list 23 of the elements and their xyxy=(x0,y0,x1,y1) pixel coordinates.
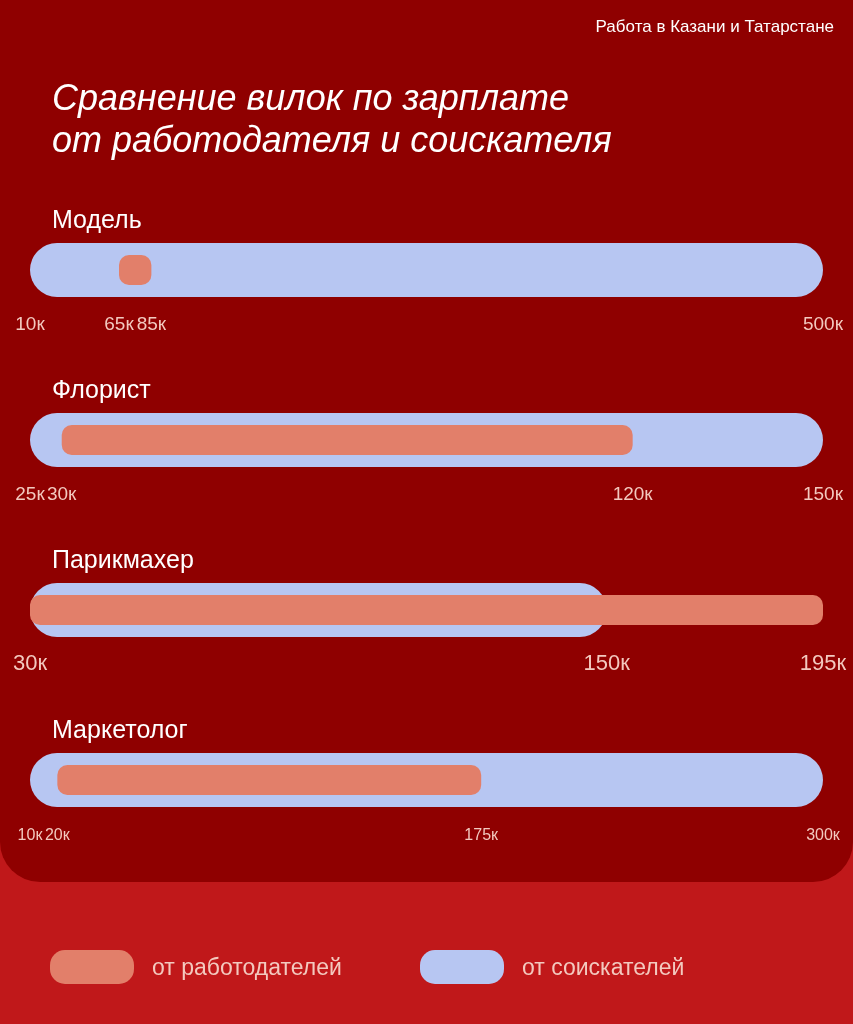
x-tick-label: 500к xyxy=(802,313,844,334)
legend-label: от соискателей xyxy=(522,954,685,980)
y-tick-label: Маркетолог xyxy=(52,715,188,743)
x-tick-label: 150к xyxy=(583,650,631,675)
x-tick-label: 120к xyxy=(612,483,654,504)
x-tick-label: 85к xyxy=(136,313,167,334)
x-tick-label: 30к xyxy=(46,483,78,504)
x-tick-label: 65к xyxy=(104,313,135,334)
x-tick-label: 25к xyxy=(15,483,46,504)
x-tick-label: 195к xyxy=(799,650,847,675)
x-tick-label: 175к xyxy=(464,826,500,843)
chart-title: Сравнение вилок по зарплате от работодателя и соискателя xyxy=(52,77,612,160)
y-tick-label: Парикмахер xyxy=(52,545,194,573)
x-tick-label: 300к xyxy=(806,826,841,843)
x-tick-label: 10к xyxy=(17,826,44,843)
text: Работа в Казани и Татарстане xyxy=(595,17,834,36)
x-tick-label: 20к xyxy=(44,826,71,843)
x-tick-label: 150к xyxy=(802,483,844,504)
x-tick-label: 30к xyxy=(12,650,48,675)
legend-label: от работодателей xyxy=(152,954,342,980)
y-tick-label: Флорист xyxy=(52,375,152,403)
x-tick-label: 10к xyxy=(15,313,46,334)
y-tick-label: Модель xyxy=(52,205,142,233)
